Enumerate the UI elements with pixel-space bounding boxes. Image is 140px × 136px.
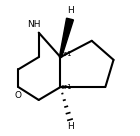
Text: NH: NH: [27, 20, 41, 29]
Text: O: O: [15, 91, 22, 100]
Text: H: H: [67, 6, 73, 15]
Text: H: H: [67, 122, 73, 131]
Text: or1: or1: [60, 84, 72, 90]
Polygon shape: [59, 18, 74, 57]
Text: or1: or1: [60, 51, 72, 57]
